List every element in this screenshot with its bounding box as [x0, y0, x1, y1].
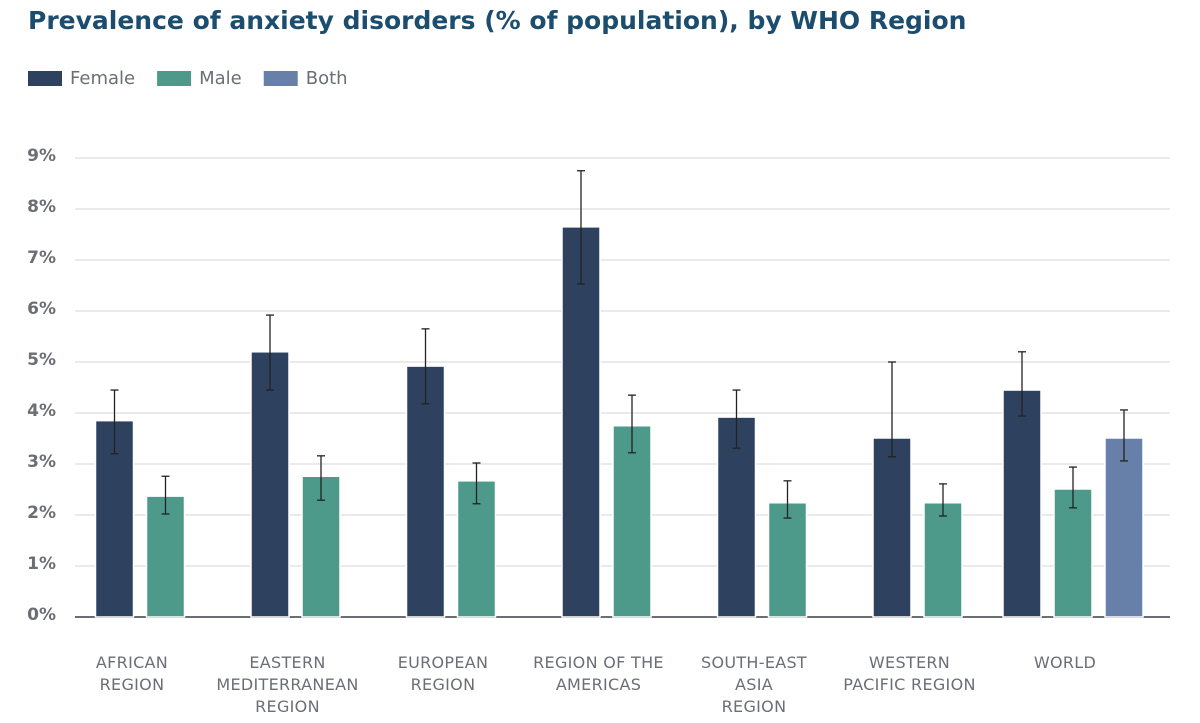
- legend-swatch: [263, 71, 298, 86]
- bar: [1002, 389, 1042, 618]
- y-tick-label: 7%: [27, 248, 56, 268]
- error-bar: [732, 389, 741, 449]
- x-tick-label: REGION OF THE AMERICAS: [533, 653, 664, 694]
- bar: [872, 437, 912, 618]
- y-tick-label: 3%: [27, 452, 56, 472]
- legend-swatch: [157, 71, 192, 86]
- error-bar: [888, 361, 896, 458]
- bar: [561, 226, 601, 618]
- bar: [923, 502, 963, 618]
- x-tick-label: SOUTH-EAST ASIA REGION: [700, 653, 808, 716]
- error-bar: [1120, 409, 1128, 462]
- bar: [716, 416, 757, 618]
- error-bar: [939, 483, 947, 517]
- y-tick-label: 4%: [27, 401, 56, 421]
- x-tick-label: EUROPEAN REGION: [397, 653, 489, 694]
- y-tick-label: 2%: [27, 503, 56, 523]
- error-bar: [628, 394, 636, 454]
- y-tick-label: 8%: [27, 197, 56, 217]
- x-tick-label: AFRICAN REGION: [95, 653, 169, 694]
- bar: [145, 495, 186, 618]
- error-bar: [110, 389, 119, 455]
- error-bar: [421, 328, 430, 405]
- bar: [612, 425, 652, 618]
- x-tick-label: WESTERN PACIFIC REGION: [843, 653, 976, 694]
- y-tick-label: 9%: [27, 146, 56, 166]
- x-tick-label: EASTERN MEDITERRANEAN REGION: [216, 653, 359, 716]
- chart-title: Prevalence of anxiety disorders (% of po…: [28, 6, 966, 35]
- error-bar: [161, 475, 170, 515]
- error-bar: [1018, 351, 1026, 417]
- bar: [250, 351, 290, 618]
- legend-label: Female: [70, 68, 135, 89]
- y-tick-label: 0%: [27, 605, 56, 625]
- error-bar: [1069, 466, 1077, 509]
- legend-swatch: [28, 71, 62, 86]
- legend-label: Both: [306, 68, 348, 89]
- bar: [1053, 488, 1093, 618]
- y-tick-label: 6%: [27, 299, 56, 319]
- y-tick-label: 1%: [27, 554, 56, 574]
- legend-label: Male: [199, 68, 242, 89]
- error-bar: [317, 455, 325, 501]
- bar: [767, 502, 808, 618]
- y-tick-label: 5%: [27, 350, 56, 370]
- error-bar: [266, 314, 274, 391]
- x-tick-label: WORLD: [1033, 653, 1097, 672]
- error-bar: [472, 462, 481, 505]
- error-bar: [783, 480, 792, 519]
- bar: [405, 365, 446, 618]
- bar: [1104, 437, 1144, 618]
- error-bar: [577, 170, 585, 285]
